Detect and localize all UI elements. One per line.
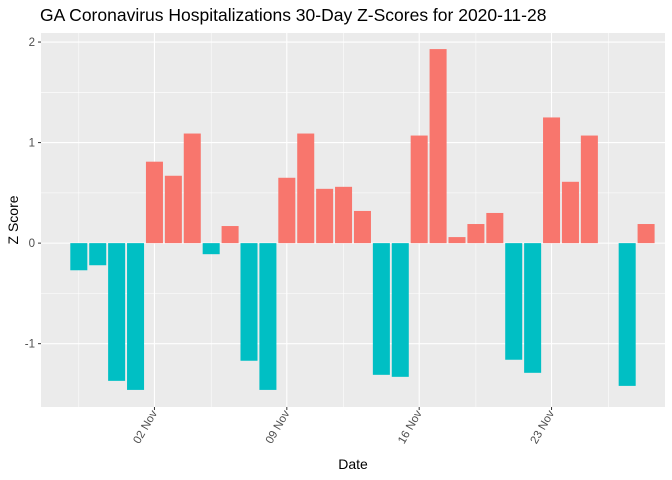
bar — [543, 117, 561, 244]
bar — [202, 243, 220, 255]
y-tick-label: 0 — [29, 238, 35, 250]
bar — [164, 175, 182, 244]
bar — [278, 177, 296, 244]
bar — [372, 243, 390, 375]
bar — [391, 243, 409, 377]
bar — [580, 135, 598, 244]
plot-panel — [41, 33, 665, 407]
bar — [259, 243, 277, 390]
bar — [316, 188, 334, 244]
bar — [335, 186, 353, 244]
bar — [221, 226, 239, 244]
bar — [561, 181, 579, 244]
bar — [467, 224, 485, 244]
x-axis-title: Date — [338, 456, 368, 472]
bar — [505, 243, 523, 360]
bar — [108, 243, 126, 381]
chart-title: GA Coronavirus Hospitalizations 30-Day Z… — [40, 5, 547, 25]
bar — [410, 135, 428, 244]
bar — [353, 210, 371, 244]
bar — [89, 243, 107, 266]
bar — [429, 49, 447, 244]
bar — [70, 243, 88, 271]
bar — [524, 243, 542, 373]
bar — [637, 224, 655, 244]
bar — [448, 237, 466, 244]
x-tick-label: 16 Nov — [396, 408, 425, 446]
x-tick-label: 23 Nov — [529, 408, 558, 446]
bar — [183, 133, 201, 244]
bar — [618, 243, 636, 386]
bar — [486, 212, 504, 244]
y-tick-label: 1 — [29, 138, 35, 150]
bar — [240, 243, 258, 361]
x-tick-label: 02 Nov — [131, 408, 160, 446]
bar — [297, 133, 315, 244]
y-tick-label: 2 — [29, 37, 35, 49]
bar — [145, 161, 163, 244]
y-axis-title: Z Score — [5, 195, 21, 244]
x-tick-label: 09 Nov — [264, 408, 293, 446]
bar — [127, 243, 145, 390]
y-tick-label: -1 — [25, 339, 35, 351]
